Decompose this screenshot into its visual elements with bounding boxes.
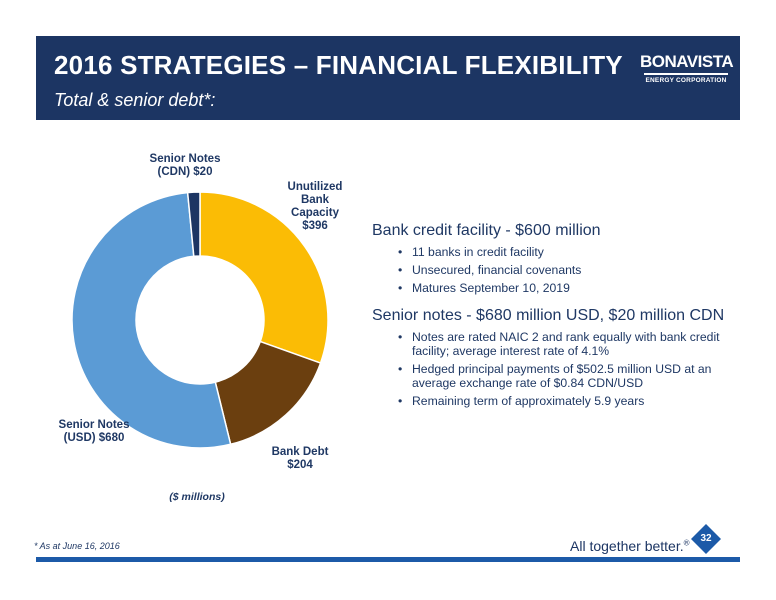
chart-units-note: ($ millions): [169, 491, 225, 503]
label-line: Capacity: [291, 207, 340, 219]
page-badge-icon: [691, 524, 721, 554]
tagline: All together better.®: [570, 538, 690, 554]
label-line: (USD) $680: [64, 432, 125, 444]
senior-notes-heading: Senior notes - $680 million USD, $20 mil…: [372, 307, 725, 324]
company-logo: BONAVISTA ENERGY CORPORATION: [640, 52, 734, 85]
slice-bank-debt: [214, 340, 322, 446]
bank-facility-heading: Bank credit facility - $600 million: [372, 222, 601, 239]
bullet-item: Matures September 10, 2019: [398, 281, 742, 295]
label-line: $396: [302, 220, 328, 232]
bullet-item: Hedged principal payments of $502.5 mill…: [398, 362, 742, 390]
footer-bar: [36, 557, 740, 562]
bank-facility-bullets: 11 banks in credit facility Unsecured, f…: [398, 245, 742, 295]
slice-senior-notes-usd: [71, 191, 232, 449]
bullet-item: Remaining term of approximately 5.9 year…: [398, 394, 742, 408]
label-line: $204: [287, 459, 313, 471]
label-senior-notes-usd: Senior Notes (USD) $680: [59, 419, 130, 444]
bullet-item: Unsecured, financial covenants: [398, 263, 742, 277]
label-line: Bank Debt: [272, 446, 329, 458]
senior-notes-bullets: Notes are rated NAIC 2 and rank equally …: [398, 330, 742, 408]
label-line: (CDN) $20: [158, 166, 213, 178]
donut-slices: [71, 191, 329, 449]
bullet-item: 11 banks in credit facility: [398, 245, 742, 259]
label-line: Unutilized: [288, 181, 343, 193]
page-number: 32: [700, 533, 712, 544]
tagline-text: All together better.: [570, 538, 684, 554]
label-senior-notes-cdn: Senior Notes (CDN) $20: [150, 153, 221, 178]
label-line: Senior Notes: [59, 419, 130, 431]
slice-unutilized-capacity: [199, 191, 329, 365]
logo-wordmark: BONAVISTA: [640, 52, 734, 71]
label-unutilized-capacity: Unutilized Bank Capacity $396: [288, 181, 343, 232]
label-line: Bank: [301, 194, 330, 206]
slice-senior-notes-cdn: [186, 191, 201, 258]
bullet-item: Notes are rated NAIC 2 and rank equally …: [398, 330, 742, 358]
logo-rule: [644, 73, 728, 75]
registered-mark: ®: [683, 538, 690, 548]
label-bank-debt: Bank Debt $204: [272, 446, 329, 471]
donut-labels: Unutilized Bank Capacity $396 Bank Debt $204 S…: [59, 153, 343, 471]
logo-subtext: ENERGY CORPORATION: [645, 77, 727, 84]
slide-header: 2016 STRATEGIES – FINANCIAL FLEXIBILITY …: [36, 36, 740, 120]
debt-details-panel: Bank credit facility - $600 million 11 b…: [372, 222, 742, 420]
label-line: Senior Notes: [150, 153, 221, 165]
footnote: * As at June 16, 2016: [34, 541, 120, 551]
slide-subtitle: Total & senior debt*:: [54, 90, 216, 110]
slide-title: 2016 STRATEGIES – FINANCIAL FLEXIBILITY: [54, 50, 623, 80]
